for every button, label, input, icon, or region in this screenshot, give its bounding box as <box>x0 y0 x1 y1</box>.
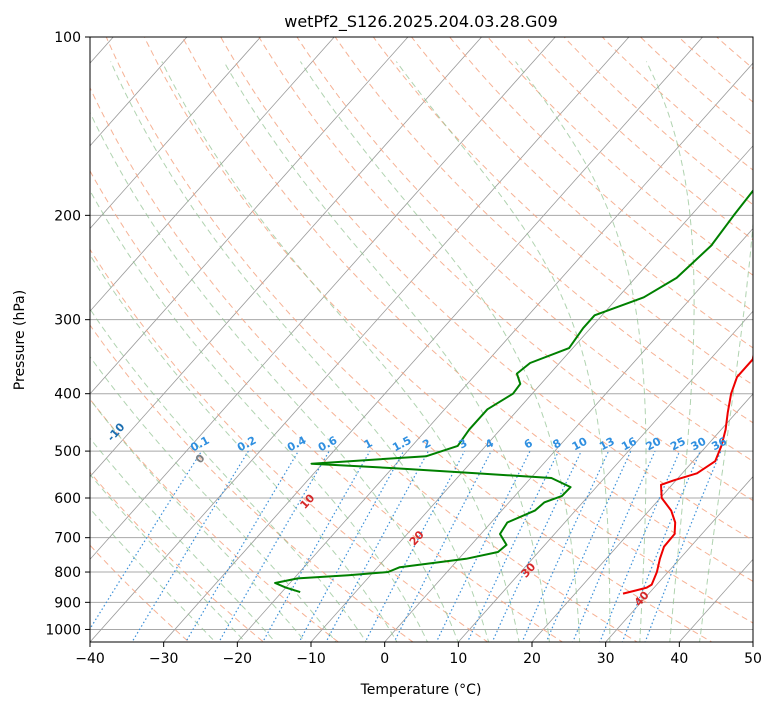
mixing-ratio-line <box>185 450 299 642</box>
axes: −40 −30 −20 −10 0 10 20 30 40 50 100 200 300 400 500 60… <box>45 30 762 667</box>
dry-adiabat-line <box>182 37 753 582</box>
temperature-line <box>622 351 753 595</box>
y-tick-label: 700 <box>54 531 81 547</box>
mixing-ratio-line <box>545 450 632 642</box>
isotherm-line <box>90 37 556 560</box>
dry-adiabat-line <box>410 37 753 349</box>
moist-adiabat-line <box>699 217 753 642</box>
dry-adiabat-line <box>90 248 489 642</box>
mixing-ratio-label: 13 <box>597 435 617 454</box>
isotherm-line <box>457 310 753 642</box>
moist-adiabat-line <box>515 61 647 642</box>
mixing-ratio-line <box>218 450 330 642</box>
isotherm-line <box>90 37 409 395</box>
x-tick-label: 40 <box>670 651 688 667</box>
dry-adiabat-line <box>372 37 753 386</box>
isotherm-line <box>90 37 188 147</box>
moist-adiabat-line <box>395 61 611 642</box>
moist-adiabat-line <box>90 189 429 642</box>
x-tick-label: −20 <box>223 651 253 667</box>
dry-adiabat-line <box>90 324 414 642</box>
isotherm-line <box>90 37 262 230</box>
mixing-ratio-line <box>572 450 656 642</box>
y-tick-label: 800 <box>54 565 81 581</box>
x-tick-label: −40 <box>75 651 105 667</box>
dry-adiabat-line <box>220 37 753 542</box>
moist-adiabat-line <box>645 61 695 642</box>
x-tick-label: 10 <box>449 651 467 667</box>
y-tick-label: 100 <box>54 30 81 46</box>
moist-adiabat-line <box>90 437 276 642</box>
isotherm-line <box>531 393 753 642</box>
dry-adiabat-line <box>105 37 713 642</box>
mixing-ratio-label: 10 <box>570 435 590 454</box>
y-tick-label: 300 <box>54 313 81 329</box>
dewpoint-line <box>274 189 753 594</box>
x-tick-label: 50 <box>744 651 762 667</box>
dry-adiabat-line <box>487 37 753 276</box>
dry-adiabat-line <box>296 37 753 462</box>
mixing-ratio-label: 25 <box>668 435 688 454</box>
moist-adiabat-line <box>90 308 367 642</box>
mixing-ratio-line <box>262 450 371 642</box>
moist-adiabat-line <box>90 398 307 642</box>
moist-adiabat-line <box>90 473 246 642</box>
moist-adiabat-line <box>161 61 520 642</box>
y-tick-label: 900 <box>54 595 81 611</box>
moist-adiabat-line <box>110 61 490 642</box>
isotherm-line <box>90 37 483 478</box>
mixing-ratio-line <box>466 450 560 642</box>
isotherm-line <box>90 37 335 312</box>
dry-adiabat-line <box>90 86 639 642</box>
dry-adiabat-line <box>258 37 753 502</box>
mixing-ratio-line <box>298 450 405 642</box>
mixing-ratio-label: 36 <box>709 434 729 453</box>
moist-adiabat-line <box>90 253 398 642</box>
isotherm-line <box>384 227 753 642</box>
x-tick-label: 30 <box>597 651 615 667</box>
dry-adiabat-line <box>449 37 753 312</box>
y-tick-label: 200 <box>54 208 81 224</box>
mixing-ratio-line <box>435 450 531 642</box>
x-tick-label: 0 <box>380 651 389 667</box>
mixing-ratio-line <box>621 450 701 642</box>
moist-adiabat-line <box>223 61 550 642</box>
dry-adiabat-line <box>90 169 564 642</box>
x-axis-label: Temperature (°C) <box>360 682 482 698</box>
isotherm-line <box>163 37 704 642</box>
moist-adiabat-line <box>299 61 581 642</box>
y-tick-label: 600 <box>54 491 81 507</box>
isotherm-line <box>605 475 753 642</box>
moist-adiabat-line <box>90 111 459 642</box>
mixing-ratio-line <box>131 450 249 642</box>
dry-adiabat-line <box>90 398 340 642</box>
isotherm-line <box>90 37 630 642</box>
mixing-ratio-line <box>90 450 203 630</box>
x-tick-label: −10 <box>296 651 326 667</box>
y-axis-label: Pressure (hPa) <box>12 290 28 390</box>
isotherm-line <box>236 62 753 642</box>
x-tick-label: −30 <box>149 651 179 667</box>
dry-adiabat-line <box>90 544 190 642</box>
mixing-ratio-line <box>599 450 681 642</box>
chart-title: wetPf2_S126.2025.204.03.28.G09 <box>284 12 558 32</box>
moist-adiabat-line <box>90 355 337 642</box>
plot-frame <box>89 36 754 643</box>
y-tick-label: 400 <box>54 387 81 403</box>
mixing-ratio-label: 16 <box>619 435 639 454</box>
y-tick-label: 1000 <box>45 622 81 638</box>
mixing-ratio-label: 30 <box>689 435 709 454</box>
y-tick-label: 500 <box>54 444 81 460</box>
plot-area <box>90 37 753 642</box>
dry-adiabat-line <box>143 37 753 624</box>
mixing-ratio-line <box>325 450 429 642</box>
isotherm-line <box>310 145 753 642</box>
mixing-ratio-label: 20 <box>644 435 664 454</box>
x-tick-label: 20 <box>523 651 541 667</box>
